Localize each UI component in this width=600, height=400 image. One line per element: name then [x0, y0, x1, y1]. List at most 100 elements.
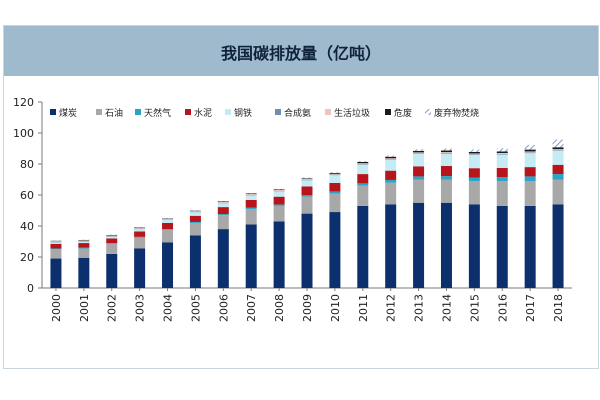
bar-segment — [385, 158, 397, 160]
bar-segment — [301, 178, 313, 180]
bar-segment — [329, 182, 341, 192]
legend-label: 天然气 — [144, 107, 171, 119]
bar-segment — [357, 183, 369, 186]
title-bar: 我国碳排放量（亿吨） — [4, 26, 598, 76]
bar-segment — [552, 150, 564, 165]
legend-swatch — [185, 109, 191, 115]
bar-segment — [78, 247, 90, 249]
y-tick-label: 120 — [13, 96, 34, 109]
bar-segment — [301, 180, 313, 187]
bar-segment — [301, 213, 313, 288]
x-tick-label: 2013 — [413, 294, 426, 322]
bar-segment — [357, 174, 369, 184]
bar-segment — [524, 144, 536, 150]
bar-segment — [385, 170, 397, 180]
bar-segment — [50, 242, 62, 244]
bar-segment — [329, 174, 341, 176]
bar-segment — [273, 204, 285, 206]
legend-swatch — [325, 109, 331, 115]
bar-segment — [217, 215, 229, 230]
bar-segment — [189, 215, 201, 222]
legend-label: 钢铁 — [234, 107, 252, 119]
bar-segment — [468, 177, 480, 182]
x-tick-label: 2000 — [50, 294, 63, 322]
bar-segment — [329, 173, 341, 175]
bar-segment — [217, 201, 229, 203]
bar-segment — [134, 231, 146, 237]
x-tick-label: 2011 — [357, 294, 370, 322]
legend-swatch — [385, 109, 391, 115]
legend-swatch — [96, 109, 102, 115]
bar-segment — [162, 229, 174, 243]
bar-segment — [301, 177, 313, 179]
bar-segment — [524, 205, 536, 288]
bar-segment — [189, 211, 201, 212]
bar-segment — [468, 153, 480, 155]
bar-segment — [468, 204, 480, 288]
bar-segment — [50, 241, 62, 242]
bar-segment — [552, 174, 564, 180]
bar-segment — [496, 205, 508, 288]
bar-segment — [468, 181, 480, 205]
x-tick-label: 2017 — [524, 294, 537, 322]
bar-segment — [385, 155, 397, 157]
bar-segment — [329, 212, 341, 288]
bar-segment — [413, 150, 425, 153]
bar-segment — [329, 172, 341, 173]
bar-segment — [385, 204, 397, 288]
bar-segment — [357, 205, 369, 288]
bar-segment — [496, 151, 508, 153]
x-tick-label: 2003 — [134, 294, 147, 322]
bar-segment — [552, 164, 564, 175]
bar-segment — [301, 195, 313, 197]
bar-segment — [273, 196, 285, 205]
bar-segment — [245, 195, 257, 200]
bar-segment — [524, 167, 536, 177]
bar-segment — [468, 151, 480, 154]
legend: 煤炭 石油 天然气 水泥 钢铁 合成氨 生活垃圾 危废 废弃物焚烧 — [50, 107, 479, 119]
x-tick-label: 2006 — [217, 294, 230, 322]
bar-segment — [189, 222, 201, 236]
legend-label: 石油 — [105, 107, 123, 119]
bar-segment — [217, 207, 229, 215]
x-tick-label: 2004 — [162, 294, 175, 322]
x-tick-label: 2014 — [440, 294, 453, 322]
bar-segment — [273, 190, 285, 191]
x-tick-label: 2018 — [552, 294, 565, 322]
bar-segment — [413, 202, 425, 288]
bar-segment — [273, 188, 285, 190]
x-tick-label: 2005 — [189, 294, 202, 322]
bar-segment — [78, 240, 90, 242]
bar-segment — [413, 179, 425, 203]
bar-segment — [440, 202, 452, 288]
bar-segment — [524, 181, 536, 206]
bar-segment — [440, 166, 452, 177]
bar-segment — [440, 148, 452, 151]
bar-segment — [413, 153, 425, 167]
bar-segment — [134, 229, 146, 232]
bar-segment — [245, 193, 257, 195]
x-tick-label: 2016 — [496, 294, 509, 322]
bar-segment — [552, 147, 564, 150]
bar-segment — [301, 196, 313, 214]
bar-segment — [273, 189, 285, 191]
bar-segment — [301, 186, 313, 195]
bar-segment — [134, 237, 146, 249]
bar-segment — [357, 164, 369, 165]
bar-segment — [162, 218, 174, 220]
bar-segment — [217, 203, 229, 208]
bar-segment — [413, 166, 425, 177]
bar-segment — [496, 177, 508, 182]
bar-segment — [385, 156, 397, 159]
bar-segment — [162, 219, 174, 223]
bar-segment — [162, 222, 174, 230]
bar-segment — [245, 194, 257, 195]
bar-segment — [440, 176, 452, 180]
legend-swatch — [50, 109, 56, 115]
y-tick-label: 100 — [13, 127, 34, 140]
bar-segment — [440, 150, 452, 153]
bar-segment — [273, 191, 285, 197]
y-tick-label: 0 — [27, 282, 34, 295]
bar-segment — [413, 149, 425, 151]
bar-segment — [440, 152, 452, 154]
